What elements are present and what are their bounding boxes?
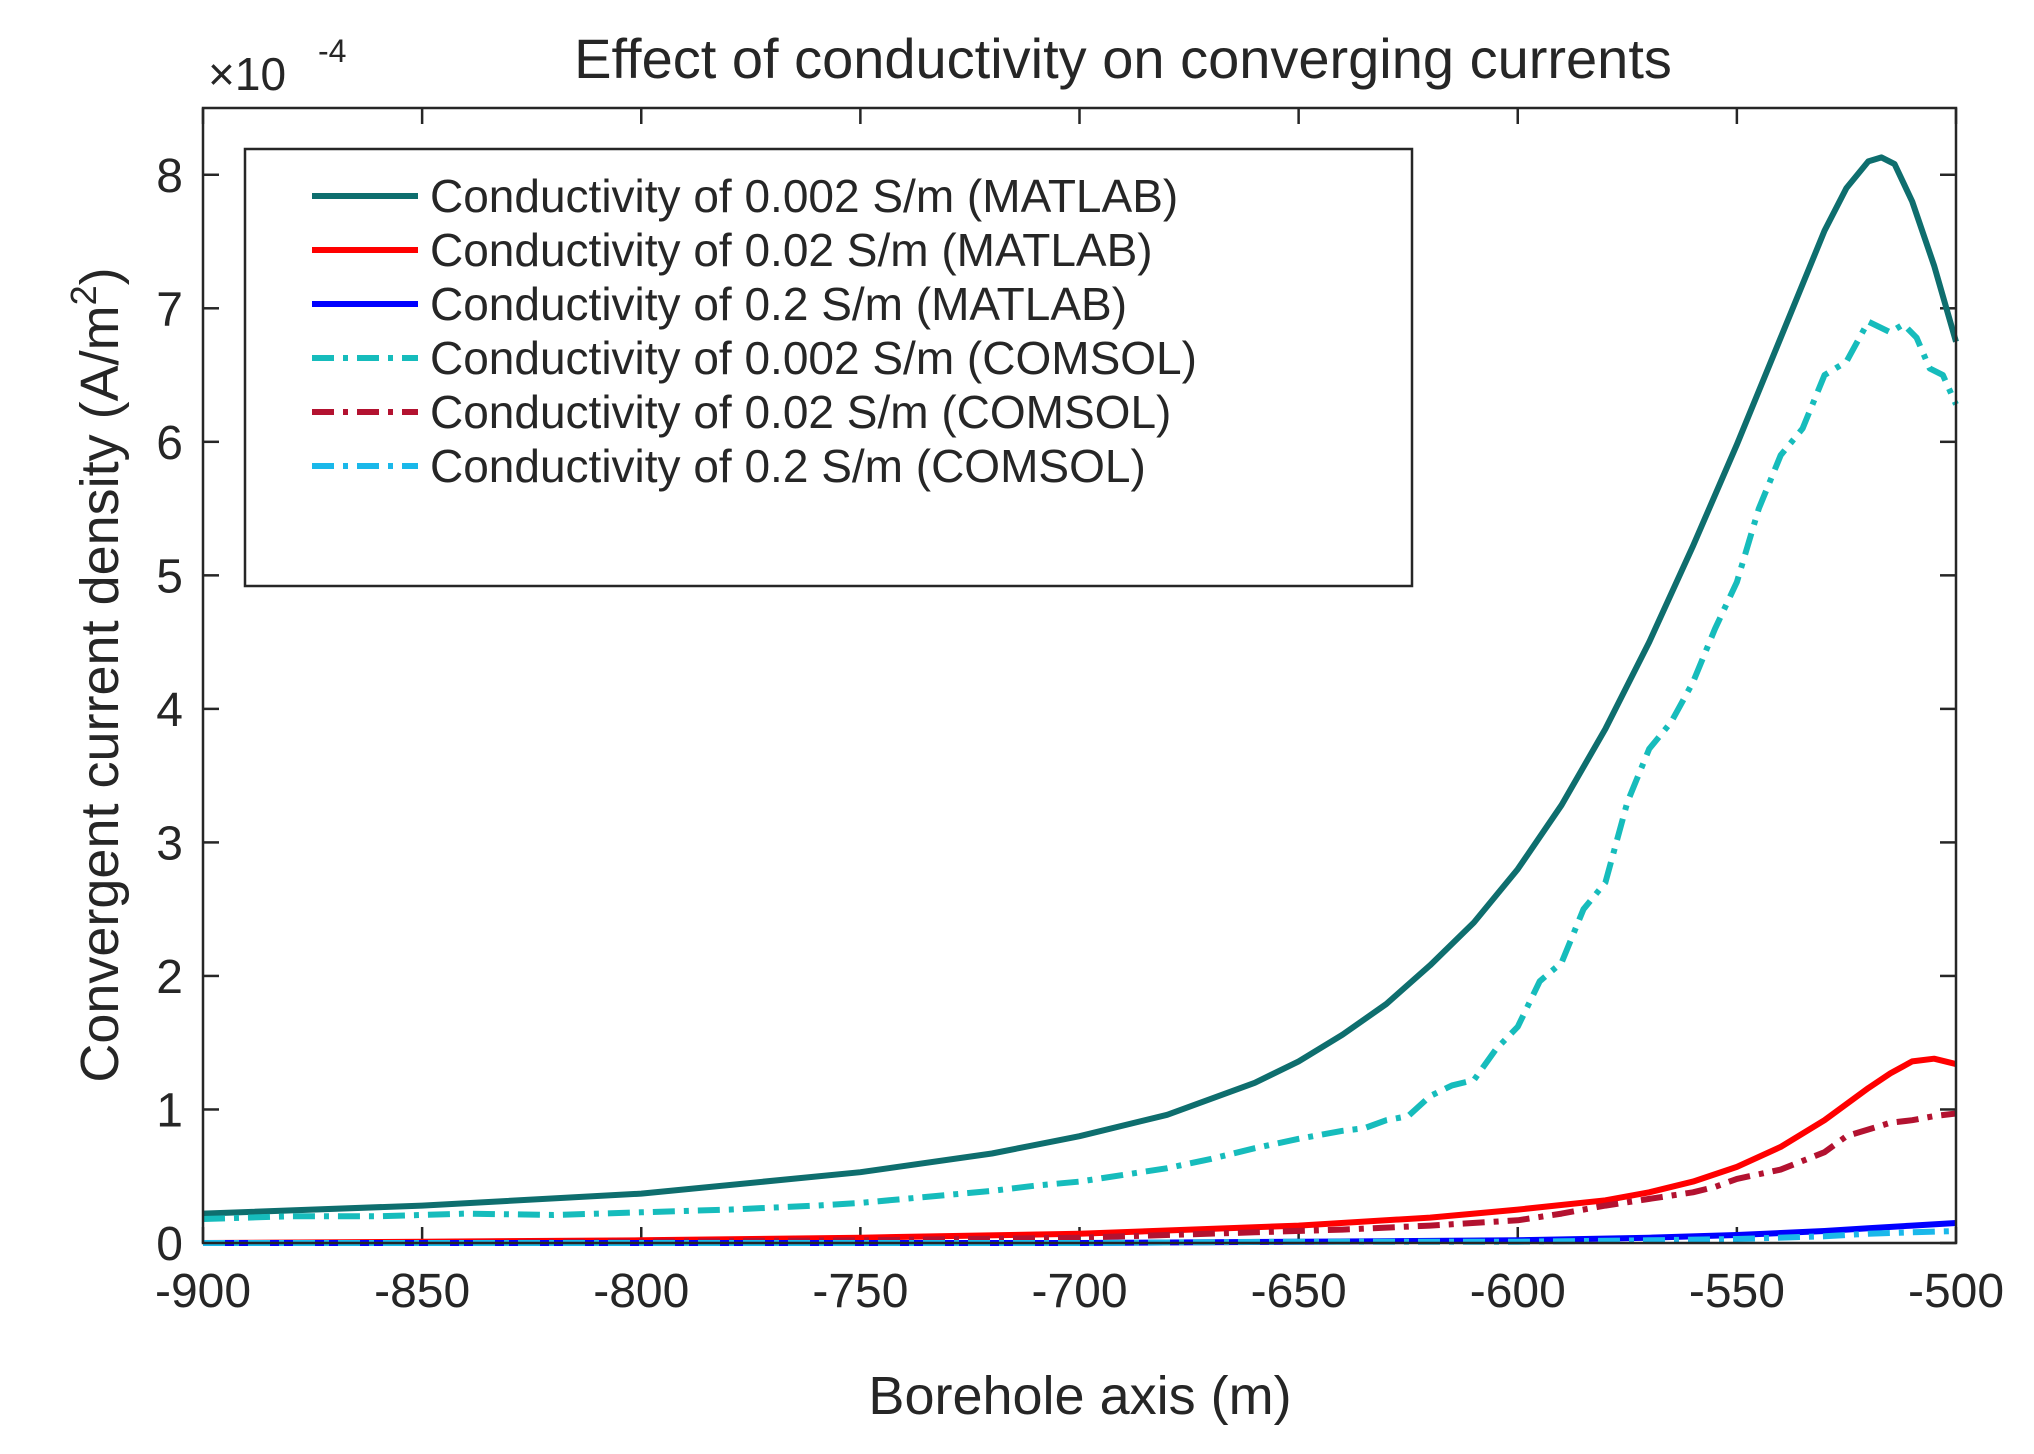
y-tick-label: 5 — [156, 550, 183, 603]
x-tick-label: -600 — [1470, 1265, 1566, 1318]
plot-frame — [201, 106, 1958, 1245]
legend-label-5: Conductivity of 0.02 S/m (COMSOL) — [430, 386, 1171, 438]
legend: Conductivity of 0.002 S/m (MATLAB)Conduc… — [243, 147, 1414, 588]
legend-label-6: Conductivity of 0.2 S/m (COMSOL) — [430, 440, 1146, 492]
y-tick-labels: 0 1 2 3 4 5 6 7 8 — [156, 150, 183, 1271]
legend-label-2: Conductivity of 0.02 S/m (MATLAB) — [430, 224, 1153, 276]
x-tick-label: -650 — [1251, 1265, 1347, 1318]
y-tick-label: 8 — [156, 150, 183, 203]
y-tick-label: 0 — [156, 1218, 183, 1271]
series-line-4 — [202, 318, 1959, 1222]
y-axis-label: Convergent current density (A/m2) — [63, 267, 130, 1082]
x-tick-label: -850 — [374, 1265, 470, 1318]
x-tick-label: -800 — [593, 1265, 689, 1318]
y-tick-label: 4 — [156, 684, 183, 737]
x-tick-label: -900 — [155, 1265, 251, 1318]
y-tick-label: 6 — [156, 417, 183, 470]
y-axis-label-superscript: 2 — [63, 285, 104, 305]
legend-items: Conductivity of 0.002 S/m (MATLAB)Conduc… — [312, 170, 1197, 492]
x-axis-label: Borehole axis (m) — [868, 1366, 1291, 1426]
chart-title: Effect of conductivity on converging cur… — [574, 27, 1672, 90]
y-tick-label: 3 — [156, 817, 183, 870]
y-axis-label-main: Convergent current density (A/m — [70, 305, 130, 1082]
legend-label-3: Conductivity of 0.2 S/m (MATLAB) — [430, 278, 1127, 330]
series-line-5 — [203, 1110, 1957, 1246]
y-tick-label: 7 — [156, 283, 183, 336]
series-line-1 — [202, 154, 1959, 1217]
legend-label-4: Conductivity of 0.002 S/m (COMSOL) — [430, 332, 1197, 384]
legend-label-1: Conductivity of 0.002 S/m (MATLAB) — [430, 170, 1178, 222]
series-line-2 — [202, 1055, 1957, 1246]
y-tick-label: 1 — [156, 1084, 183, 1137]
exponent-power: -4 — [318, 33, 346, 69]
x-tick-label: -550 — [1689, 1265, 1785, 1318]
y-axis-label-close: ) — [70, 267, 130, 285]
y-tick-label: 2 — [156, 951, 183, 1004]
x-tick-labels: -900 -850 -800 -750 -700 -650 -600 -550 -500 — [155, 1265, 2004, 1318]
x-tick-label: -750 — [812, 1265, 908, 1318]
legend-box — [243, 147, 1414, 588]
x-tick-label: -700 — [1031, 1265, 1127, 1318]
x-tick-label: -500 — [1908, 1265, 2004, 1318]
exponent-base: ×10 — [208, 48, 286, 100]
